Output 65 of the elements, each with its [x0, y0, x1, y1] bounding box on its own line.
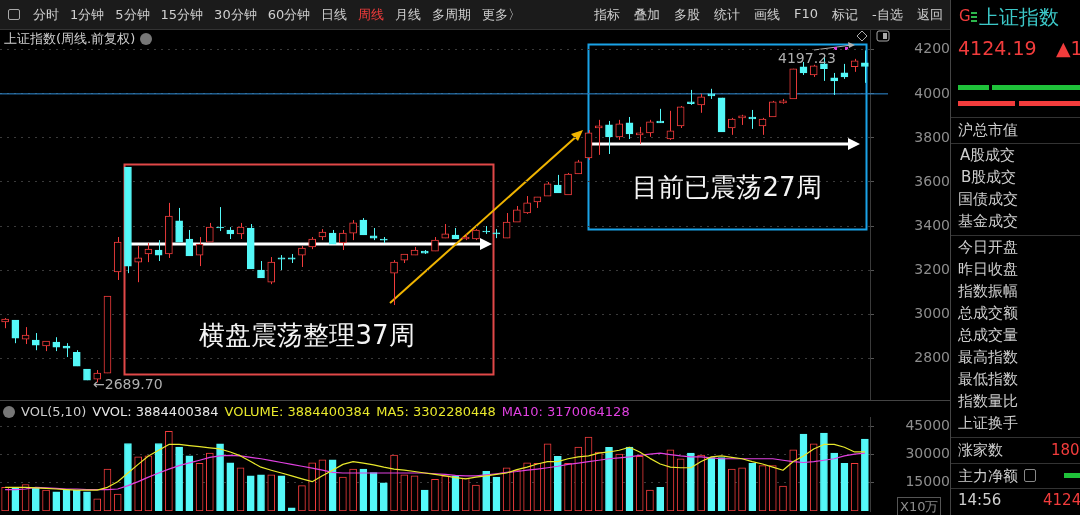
text: 60分钟: [267, 6, 311, 24]
text: 180: [1051, 441, 1080, 459]
text: 沪总市值: [958, 120, 1018, 140]
annotation: ←2689.70: [93, 376, 163, 392]
text: 主力净额: [958, 466, 1018, 486]
y-tick-label: 3400: [914, 216, 950, 233]
text: -自选: [872, 6, 903, 24]
text: 分时: [33, 6, 59, 24]
text: 多周期: [432, 6, 472, 24]
text: 总成交量: [958, 325, 1018, 345]
text: B股成交: [961, 167, 1017, 187]
y-tick-label: 15000: [905, 473, 950, 490]
text: 上证换手: [958, 413, 1018, 433]
y-tick-label: 2800: [914, 348, 950, 365]
text: 指数振幅: [958, 281, 1018, 301]
y-tick-label: 3000: [914, 304, 950, 321]
chart-title: VOL(5,10): [21, 404, 87, 419]
text: ▲1: [1056, 37, 1080, 59]
annotation: 横盘震荡整理37周: [199, 318, 415, 352]
text: A股成交: [960, 145, 1016, 165]
text: 多股: [674, 6, 700, 24]
y-tick-label: 3800: [914, 128, 950, 145]
annotation: VVOL: 3884400384: [92, 404, 219, 419]
text: 更多〉: [482, 6, 522, 24]
y-tick-label: 4000: [914, 84, 950, 101]
text: 基金成交: [958, 211, 1018, 231]
text: 画线: [754, 6, 780, 24]
text: 国债成交: [958, 189, 1018, 209]
text: 叠加: [634, 6, 660, 24]
text: F10: [794, 6, 819, 23]
annotation: 4197.23: [778, 50, 836, 66]
text: 最低指数: [958, 369, 1018, 389]
text: 指标: [594, 6, 620, 24]
chart-title: 上证指数(周线.前复权): [4, 30, 136, 48]
annotation: 目前已震荡27周: [632, 170, 822, 204]
y-axis-title: X10万: [897, 497, 942, 515]
text: 15分钟: [160, 6, 204, 24]
text: MA5: 3302280448: [376, 404, 496, 419]
text: G: [959, 7, 971, 25]
text: MA10: 3170064128: [501, 404, 630, 419]
text: 4124: [1043, 491, 1080, 509]
text: 今日开盘: [958, 237, 1018, 257]
text: 总成交额: [958, 303, 1018, 323]
text: 月线: [395, 6, 422, 24]
text: 1分钟: [70, 6, 105, 24]
text: 涨家数: [958, 440, 1003, 460]
text: 4124.19: [958, 37, 1037, 59]
annotation: VOLUME: 3884400384: [224, 404, 371, 419]
text: 统计: [714, 6, 740, 24]
y-tick-label: 30000: [905, 445, 950, 462]
text: 周线: [358, 6, 385, 24]
text: 日线: [321, 6, 348, 24]
text: 14:56: [958, 491, 1002, 509]
text: 标记: [832, 6, 859, 24]
text: 返回: [916, 6, 943, 24]
text: 最高指数: [958, 347, 1018, 367]
text: 上证指数: [979, 3, 1059, 31]
text: 5分钟: [115, 6, 150, 24]
text: 指数量比: [958, 391, 1018, 411]
y-tick-label: 45000: [905, 417, 950, 434]
y-tick-label: 3600: [914, 172, 950, 189]
y-tick-label: 3200: [914, 260, 950, 277]
text: 30分钟: [214, 6, 257, 24]
y-tick-label: 4200: [914, 40, 950, 57]
text: 昨日收盘: [958, 259, 1018, 279]
